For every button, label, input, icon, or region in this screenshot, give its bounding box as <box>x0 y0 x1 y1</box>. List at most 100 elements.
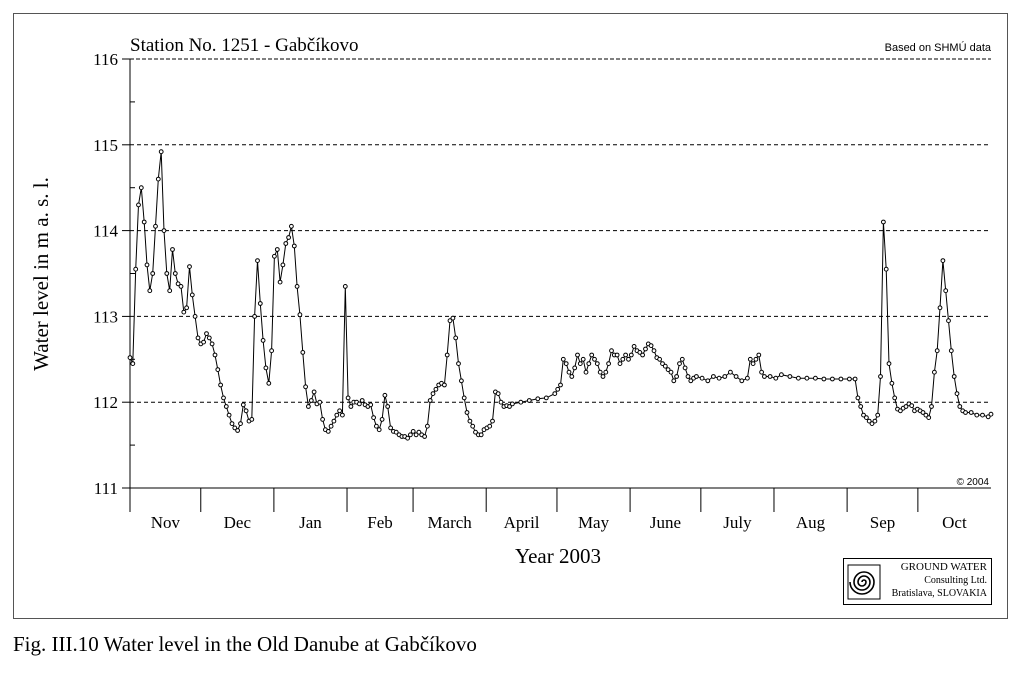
data-point <box>861 412 866 418</box>
x-tick-label: Dec <box>224 513 252 532</box>
data-point <box>127 355 133 361</box>
company-logo: GROUND WATER Consulting Ltd. Bratislava,… <box>843 558 992 605</box>
y-axis-label: Water level in m a. s. l. <box>29 177 53 371</box>
data-point <box>300 350 306 355</box>
data-point <box>280 262 286 268</box>
x-tick-label: March <box>427 513 472 532</box>
data-point <box>580 356 586 362</box>
data-point <box>543 395 549 401</box>
data-point <box>705 378 711 384</box>
data-point <box>920 410 926 415</box>
logo-text-line-1: GROUND WATER <box>900 561 987 573</box>
data-point <box>507 404 512 409</box>
data-point <box>255 258 260 264</box>
data-point <box>637 350 643 355</box>
data-point <box>847 376 852 382</box>
data-point <box>988 411 994 417</box>
data-point <box>413 432 419 438</box>
data-point <box>603 369 609 375</box>
data-point <box>144 262 150 268</box>
data-point <box>739 378 745 384</box>
data-point <box>526 398 532 403</box>
y-tick-label: 111 <box>94 479 118 498</box>
data-point <box>872 418 878 424</box>
data-point <box>490 418 495 424</box>
data-point <box>699 375 705 381</box>
data-point <box>594 361 600 367</box>
data-point <box>968 410 974 415</box>
data-point <box>926 415 932 421</box>
data-point <box>164 271 170 276</box>
chart-title: Station No. 1251 - Gabčíkovo <box>130 35 359 56</box>
data-point <box>903 404 909 409</box>
data-point <box>974 412 980 418</box>
data-point <box>371 415 377 421</box>
data-point <box>388 425 394 431</box>
data-point <box>586 361 592 367</box>
data-point <box>756 352 762 358</box>
logo-text-line-3: Bratislava, SLOVAKIA <box>891 588 987 599</box>
y-axis-ticks: 111 112 113 114 115 116 <box>93 50 135 498</box>
data-point <box>940 258 946 264</box>
data-point <box>937 305 943 311</box>
x-tick-label: July <box>723 513 752 532</box>
data-point <box>382 392 388 398</box>
data-point <box>147 288 153 294</box>
data-point <box>450 315 456 321</box>
data-point <box>286 235 292 240</box>
copyright-note: © 2004 <box>957 477 990 488</box>
data-point <box>866 418 872 424</box>
data-point <box>141 219 147 225</box>
data-point <box>946 318 951 324</box>
data-point <box>886 361 892 367</box>
data-point <box>572 365 578 371</box>
data-point <box>155 176 161 182</box>
data-point <box>609 348 614 354</box>
data-point <box>838 376 844 382</box>
data-point <box>711 374 716 379</box>
data-point <box>951 374 957 379</box>
data-point <box>175 281 181 287</box>
data-point <box>648 343 654 349</box>
data-point <box>229 421 235 427</box>
data-point <box>694 374 699 379</box>
data-point <box>444 352 450 358</box>
data-point <box>289 223 294 229</box>
data-point <box>733 374 739 379</box>
data-point <box>563 361 569 367</box>
data-point <box>249 417 255 422</box>
data-point <box>181 309 187 315</box>
data-point <box>430 391 436 397</box>
data-point <box>566 369 572 375</box>
data-point <box>773 375 779 381</box>
data-point <box>226 412 232 418</box>
source-note: Based on SHMÚ data <box>885 41 992 54</box>
data-point <box>405 435 411 441</box>
data-point <box>478 432 484 438</box>
data-point <box>408 432 413 438</box>
data-point <box>535 396 541 402</box>
data-point <box>291 243 297 249</box>
data-point <box>600 374 606 379</box>
data-point <box>422 434 428 439</box>
data-point <box>425 423 430 429</box>
y-tick-label: 115 <box>93 136 118 155</box>
data-point <box>762 374 767 379</box>
data-point <box>393 429 399 435</box>
data-point <box>331 418 337 424</box>
data-point <box>722 374 728 379</box>
data-point <box>453 335 459 341</box>
data-point <box>206 335 212 341</box>
data-point <box>328 423 334 429</box>
data-point <box>558 382 563 388</box>
data-point <box>804 375 810 381</box>
data-point <box>677 361 682 367</box>
data-point <box>334 412 340 418</box>
data-point <box>821 376 827 382</box>
x-tick-label: Oct <box>942 513 967 532</box>
data-point <box>209 341 215 347</box>
data-point <box>170 247 175 252</box>
data-point <box>232 425 238 431</box>
data-point <box>747 356 753 362</box>
data-point <box>240 402 246 408</box>
